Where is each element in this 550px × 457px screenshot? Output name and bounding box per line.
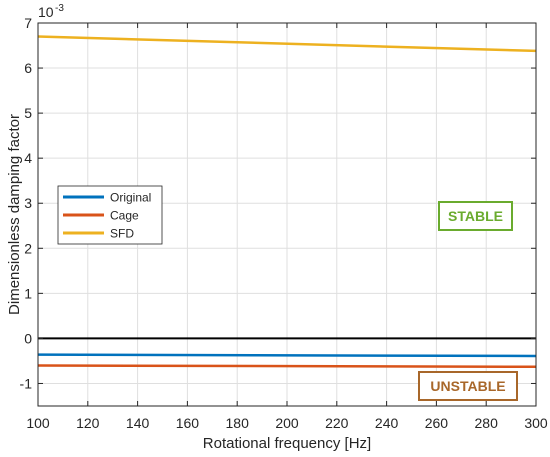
unstable-box <box>418 371 518 401</box>
series-line-cage <box>37 364 537 369</box>
y-tick-label: 0 <box>24 330 32 346</box>
legend-label-sfd: SFD <box>110 227 134 241</box>
x-tick-label: 200 <box>275 415 299 431</box>
x-axis-ticks: 100 120 140 160 180 200 220 240 260 280 300 <box>26 23 548 431</box>
y-tick-label: 1 <box>24 285 32 301</box>
series-group <box>37 35 537 369</box>
series-line-sfd <box>37 35 537 53</box>
x-tick-label: 160 <box>176 415 200 431</box>
y-tick-label: 6 <box>24 60 32 76</box>
legend-label-cage: Cage <box>110 209 139 223</box>
y-axis-label: Dimensionless damping factor <box>6 114 23 315</box>
y-tick-label: 2 <box>24 240 32 256</box>
y-exponent-power: -3 <box>55 3 64 14</box>
x-tick-label: 220 <box>325 415 349 431</box>
y-tick-label: 5 <box>24 105 32 121</box>
y-axis-ticks: -1 0 1 2 3 4 5 6 7 <box>20 15 536 391</box>
x-tick-label: 300 <box>524 415 548 431</box>
stable-text: STABLE <box>448 208 503 224</box>
y-tick-label: 4 <box>24 150 32 166</box>
x-tick-label: 120 <box>76 415 100 431</box>
series-line-original <box>37 353 537 358</box>
x-tick-label: 180 <box>226 415 250 431</box>
x-tick-label: 240 <box>375 415 399 431</box>
legend-label-original: Original <box>110 191 151 205</box>
unstable-text: UNSTABLE <box>430 378 505 394</box>
x-tick-label: 140 <box>126 415 150 431</box>
y-tick-label: 3 <box>24 195 32 211</box>
y-exponent-base: 10 <box>38 4 54 20</box>
x-axis-label: Rotational frequency [Hz] <box>203 435 371 452</box>
stable-box <box>438 201 513 231</box>
x-tick-label: 100 <box>26 415 50 431</box>
annotation-unstable: UNSTABLE <box>418 371 518 401</box>
annotation-stable: STABLE <box>438 201 513 231</box>
legend: Original Cage SFD <box>57 185 163 245</box>
y-tick-label: -1 <box>20 375 33 391</box>
y-tick-label: 7 <box>24 15 32 31</box>
x-tick-label: 260 <box>425 415 449 431</box>
x-tick-label: 280 <box>475 415 499 431</box>
